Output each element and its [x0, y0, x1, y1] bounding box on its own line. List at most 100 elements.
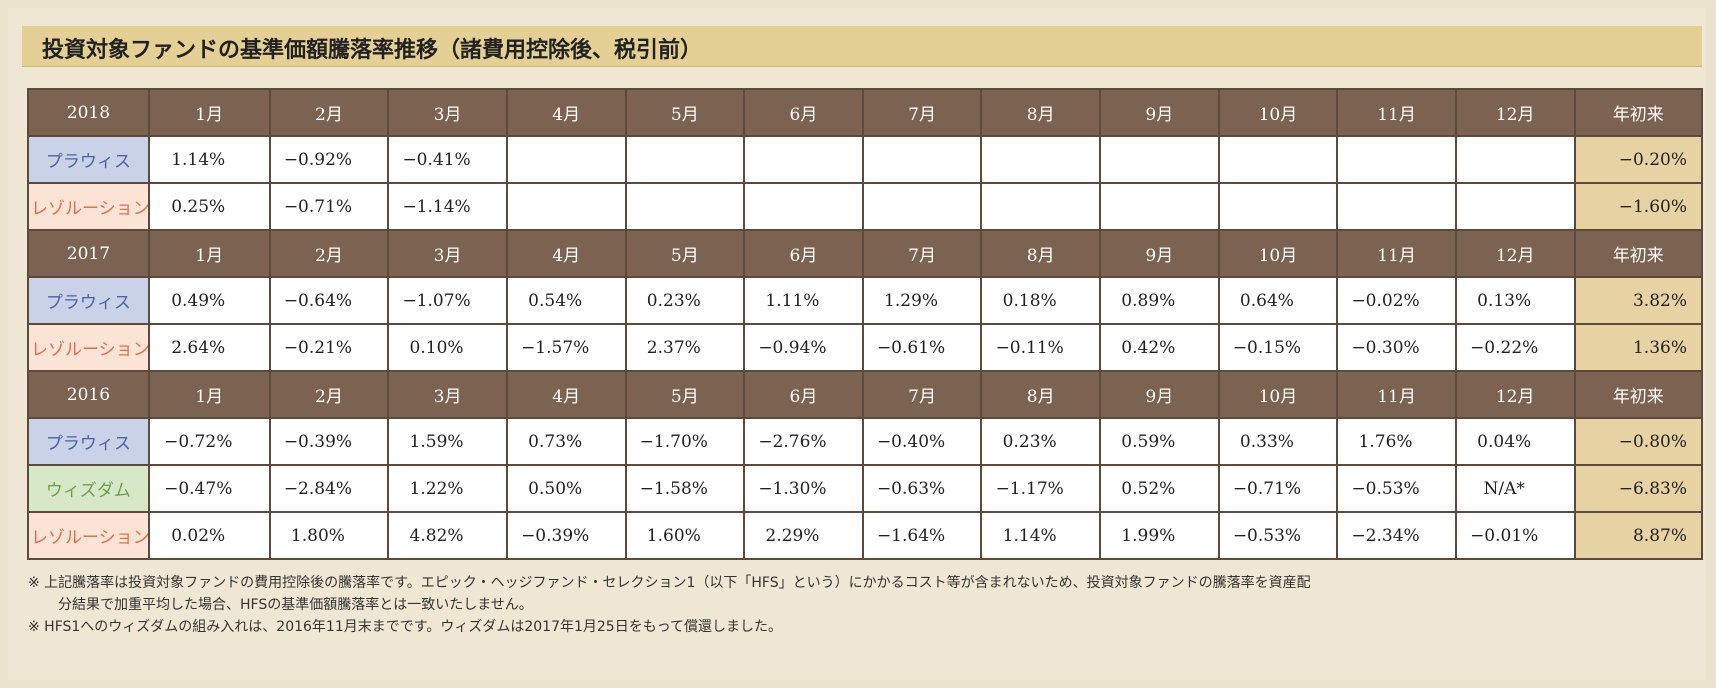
return-value: 0.89%: [1099, 276, 1220, 325]
month-header: 6月: [743, 229, 864, 278]
return-value: −2.34%: [1336, 511, 1457, 560]
month-header: 11月: [1336, 229, 1457, 278]
month-header: 12月: [1454, 370, 1576, 419]
return-value: −0.40%: [861, 417, 983, 466]
month-header: 7月: [861, 88, 983, 137]
year-label: 2018: [27, 88, 150, 137]
return-value: −0.53%: [1217, 511, 1339, 560]
return-value: −1.07%: [387, 276, 508, 325]
month-header: 8月: [980, 370, 1101, 419]
return-value: 1.29%: [861, 276, 983, 325]
fund-row: プラウィス 1.14% −0.92% −0.41% −0.20%: [27, 135, 1703, 184]
return-value: −0.41%: [387, 135, 508, 184]
return-value: −0.02%: [1336, 276, 1457, 325]
empty-cell: [1454, 135, 1576, 184]
month-header: 2月: [268, 370, 390, 419]
fund-name: プラウィス: [27, 135, 150, 184]
month-header: 5月: [624, 88, 746, 137]
month-header: 6月: [743, 370, 864, 419]
table-body: 2018 1月 2月 3月 4月 5月 6月 7月 8月 9月 10月 11月 12月 年初来 プラウィス 1…: [27, 88, 1703, 560]
return-value: −0.21%: [268, 323, 390, 372]
ytd-value: −1.60%: [1573, 182, 1703, 231]
empty-cell: [1336, 182, 1457, 231]
return-value: −1.64%: [861, 511, 983, 560]
month-header: 1月: [147, 229, 271, 278]
month-header: 4月: [505, 229, 627, 278]
return-value: 0.50%: [505, 464, 627, 513]
empty-cell: [1099, 182, 1220, 231]
return-value: 2.37%: [624, 323, 746, 372]
return-value: −0.61%: [861, 323, 983, 372]
return-value: −1.58%: [624, 464, 746, 513]
ytd-value: −0.80%: [1573, 417, 1703, 466]
month-header: 4月: [505, 370, 627, 419]
return-value: 0.10%: [387, 323, 508, 372]
return-value: 1.60%: [624, 511, 746, 560]
return-value: 2.64%: [147, 323, 271, 372]
month-header: 12月: [1454, 229, 1576, 278]
month-header: 8月: [980, 88, 1101, 137]
ytd-header: 年初来: [1573, 370, 1703, 419]
return-value: −0.72%: [147, 417, 271, 466]
return-value: −0.22%: [1454, 323, 1576, 372]
return-value: −0.53%: [1336, 464, 1457, 513]
return-value: 0.49%: [147, 276, 271, 325]
fund-row: プラウィス 0.49% −0.64% −1.07% 0.54% 0.23% 1.11% 1.2…: [27, 276, 1703, 325]
month-header: 9月: [1099, 88, 1220, 137]
ytd-header: 年初来: [1573, 88, 1703, 137]
month-header: 2月: [268, 88, 390, 137]
fund-row: レゾルーション 0.25% −0.71% −1.14% −1.60%: [27, 182, 1703, 231]
return-value: 0.42%: [1099, 323, 1220, 372]
return-value: 1.99%: [1099, 511, 1220, 560]
return-value: 4.82%: [387, 511, 508, 560]
month-header: 5月: [624, 370, 746, 419]
month-header: 6月: [743, 88, 864, 137]
return-value: −0.39%: [505, 511, 627, 560]
return-value: 0.52%: [1099, 464, 1220, 513]
month-header: 1月: [147, 370, 271, 419]
month-header: 3月: [387, 370, 508, 419]
fund-name: レゾルーション: [27, 323, 150, 372]
month-header: 1月: [147, 88, 271, 137]
performance-table: 2018 1月 2月 3月 4月 5月 6月 7月 8月 9月 10月 11月 12月 年初来 プラウィス 1…: [27, 88, 1703, 560]
year-header-row: 2016 1月 2月 3月 4月 5月 6月 7月 8月 9月 10月 11月 12月 年初来: [27, 370, 1703, 419]
title-bar: 投資対象ファンドの基準価額騰落率推移（諸費用控除後、税引前）: [22, 26, 1702, 67]
return-value: 0.59%: [1099, 417, 1220, 466]
fund-name: プラウィス: [27, 276, 150, 325]
return-value: −1.57%: [505, 323, 627, 372]
return-value: 1.14%: [980, 511, 1101, 560]
return-value: 0.33%: [1217, 417, 1339, 466]
return-value: 1.14%: [147, 135, 271, 184]
fund-name: ウィズダム: [27, 464, 150, 513]
empty-cell: [1336, 135, 1457, 184]
empty-cell: [1217, 182, 1339, 231]
return-value: −0.01%: [1454, 511, 1576, 560]
return-value: −0.11%: [980, 323, 1101, 372]
empty-cell: [861, 182, 983, 231]
fund-row: プラウィス −0.72% −0.39% 1.59% 0.73% −1.70% −2.76% −…: [27, 417, 1703, 466]
month-header: 4月: [505, 88, 627, 137]
return-value: −0.63%: [861, 464, 983, 513]
return-value: −0.94%: [743, 323, 864, 372]
ytd-header: 年初来: [1573, 229, 1703, 278]
month-header: 5月: [624, 229, 746, 278]
return-value: 0.04%: [1454, 417, 1576, 466]
return-value: 1.22%: [387, 464, 508, 513]
return-value: 1.80%: [268, 511, 390, 560]
return-value: −0.71%: [268, 182, 390, 231]
month-header: 2月: [268, 229, 390, 278]
return-value: −0.39%: [268, 417, 390, 466]
month-header: 3月: [387, 88, 508, 137]
return-value: −0.92%: [268, 135, 390, 184]
return-value: 0.25%: [147, 182, 271, 231]
month-header: 9月: [1099, 229, 1220, 278]
month-header: 8月: [980, 229, 1101, 278]
empty-cell: [505, 135, 627, 184]
return-value: 0.54%: [505, 276, 627, 325]
return-value: 0.18%: [980, 276, 1101, 325]
return-value: −0.47%: [147, 464, 271, 513]
ytd-value: 3.82%: [1573, 276, 1703, 325]
month-header: 10月: [1217, 88, 1339, 137]
month-header: 10月: [1217, 229, 1339, 278]
return-value: 1.59%: [387, 417, 508, 466]
